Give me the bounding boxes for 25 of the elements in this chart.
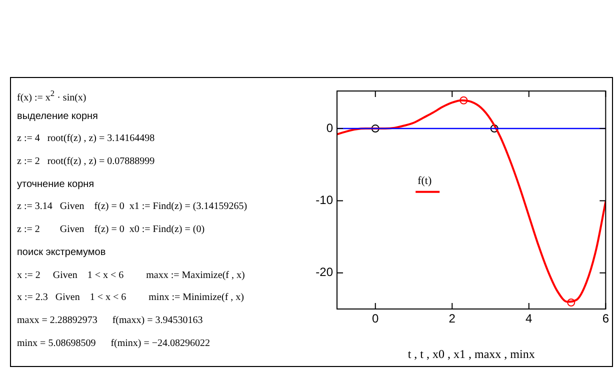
- point: [567, 298, 576, 307]
- point: [460, 96, 468, 104]
- y-tick-label: -20: [316, 265, 334, 280]
- text: выделение корня: [17, 110, 99, 124]
- text: z := 2 Given f(z) = 0 x0 := Find(z) = (0): [17, 223, 206, 238]
- text: minx = 5.08698509 f(minx) = −24.08296022: [17, 336, 212, 351]
- x-axis-title: t , t , x0 , x1 , maxx , minx: [408, 346, 535, 361]
- y-tick-label: 0: [326, 120, 334, 135]
- text: x := 2 Given 1 < x < 6 maxx := Maximize(f , x): [17, 268, 246, 282]
- text: f(t): [418, 174, 432, 187]
- point: [371, 124, 380, 133]
- text: maxx = 2.28892973 f(maxx) = 3.94530163: [17, 314, 204, 328]
- text: f(x) := x$^{2}$ · sin(x): [17, 88, 88, 106]
- point: [490, 124, 498, 133]
- x-tick-label: 2: [448, 312, 456, 326]
- y-tick-label: -10: [316, 193, 334, 208]
- x-tick-label: 0: [372, 312, 380, 326]
- x-tick-label: 4: [526, 312, 533, 326]
- text: z := 4 root(f(z) , z) = 3.14164498: [17, 132, 156, 146]
- text: z := 3.14 Given f(z) = 0 x1 := Find(z) = (3.14159265): [17, 200, 248, 214]
- text: уточнение корня: [17, 178, 96, 192]
- x-tick-label: 6: [602, 312, 610, 326]
- text: x := 2.3 Given 1 < x < 6 minx := Minimize(f , x): [17, 291, 245, 306]
- text: поиск экстремумов: [17, 246, 107, 260]
- text: z := 2 root(f(z) , z) = 0.07888999: [17, 155, 156, 170]
